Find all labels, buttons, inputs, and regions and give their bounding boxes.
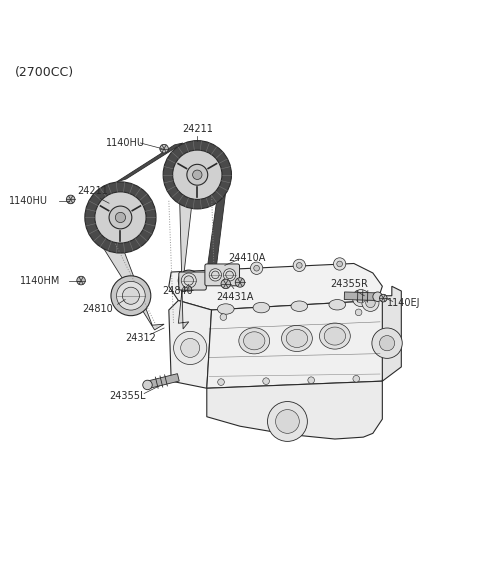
Polygon shape <box>212 286 383 310</box>
Polygon shape <box>207 296 392 388</box>
Text: 24840: 24840 <box>162 286 193 296</box>
Text: 24355L: 24355L <box>109 391 145 402</box>
Circle shape <box>208 266 220 278</box>
Polygon shape <box>146 374 179 389</box>
Text: 24431A: 24431A <box>216 292 254 302</box>
FancyBboxPatch shape <box>179 272 206 290</box>
Circle shape <box>263 378 269 385</box>
Circle shape <box>77 276 85 285</box>
Circle shape <box>362 294 379 311</box>
Circle shape <box>192 170 202 179</box>
Text: 24810: 24810 <box>82 304 113 314</box>
Text: 24211: 24211 <box>182 125 213 134</box>
Circle shape <box>173 150 222 200</box>
Ellipse shape <box>239 328 270 354</box>
Circle shape <box>276 410 300 434</box>
Ellipse shape <box>217 304 234 314</box>
Circle shape <box>174 331 207 364</box>
Circle shape <box>293 259 305 272</box>
Ellipse shape <box>329 300 346 310</box>
Circle shape <box>221 267 238 283</box>
Circle shape <box>117 282 145 310</box>
Circle shape <box>212 271 219 279</box>
Circle shape <box>220 314 227 321</box>
Circle shape <box>85 182 156 253</box>
Circle shape <box>223 269 236 281</box>
Circle shape <box>334 258 346 270</box>
Circle shape <box>297 262 302 268</box>
Circle shape <box>373 292 383 301</box>
Polygon shape <box>344 292 378 300</box>
Circle shape <box>355 309 362 315</box>
Circle shape <box>109 206 132 229</box>
Ellipse shape <box>281 325 312 352</box>
Circle shape <box>337 261 343 267</box>
Circle shape <box>181 273 196 288</box>
Circle shape <box>226 271 233 279</box>
Circle shape <box>221 279 230 289</box>
Circle shape <box>366 298 375 308</box>
Circle shape <box>209 269 221 281</box>
Polygon shape <box>169 300 212 388</box>
Ellipse shape <box>253 303 270 313</box>
Text: 24355R: 24355R <box>330 279 368 289</box>
FancyBboxPatch shape <box>205 264 240 286</box>
Circle shape <box>163 141 231 209</box>
Circle shape <box>160 144 168 153</box>
Circle shape <box>143 380 152 390</box>
Circle shape <box>66 195 75 204</box>
Circle shape <box>180 339 200 357</box>
Circle shape <box>380 294 387 302</box>
Polygon shape <box>207 381 383 439</box>
Polygon shape <box>117 143 183 182</box>
Polygon shape <box>179 198 192 329</box>
Circle shape <box>352 290 370 307</box>
Ellipse shape <box>291 301 308 311</box>
Circle shape <box>95 192 146 243</box>
Ellipse shape <box>243 332 265 350</box>
Ellipse shape <box>320 323 350 349</box>
Circle shape <box>356 293 366 303</box>
Circle shape <box>179 270 199 291</box>
Polygon shape <box>208 187 226 267</box>
Text: 1140HU: 1140HU <box>10 196 48 206</box>
Circle shape <box>372 328 402 359</box>
Circle shape <box>111 276 151 315</box>
Circle shape <box>308 377 314 384</box>
Circle shape <box>187 164 208 185</box>
Polygon shape <box>169 264 383 310</box>
Circle shape <box>353 375 360 382</box>
Circle shape <box>115 212 126 222</box>
Text: 24410A: 24410A <box>228 253 266 263</box>
Text: 1140EJ: 1140EJ <box>387 299 421 308</box>
Circle shape <box>207 267 224 283</box>
Text: 1140HU: 1140HU <box>106 138 144 148</box>
Polygon shape <box>96 226 164 330</box>
Circle shape <box>380 336 395 351</box>
Text: 24211: 24211 <box>77 186 108 196</box>
Circle shape <box>267 402 307 441</box>
Circle shape <box>254 265 260 271</box>
Circle shape <box>122 287 139 304</box>
Circle shape <box>251 262 263 274</box>
Circle shape <box>211 269 217 275</box>
Circle shape <box>218 379 224 385</box>
Ellipse shape <box>324 327 346 345</box>
Text: 24312: 24312 <box>125 333 156 343</box>
Circle shape <box>235 278 245 287</box>
Ellipse shape <box>286 329 308 347</box>
Polygon shape <box>383 286 401 381</box>
Circle shape <box>184 276 193 285</box>
Text: (2700CC): (2700CC) <box>14 66 74 79</box>
Text: 1140HM: 1140HM <box>20 275 60 286</box>
